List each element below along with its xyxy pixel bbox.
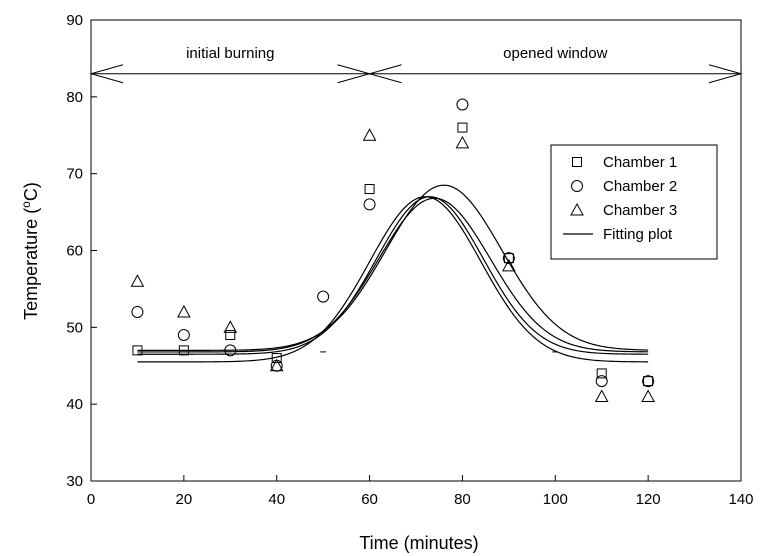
plot-frame	[90, 19, 742, 482]
y-axis-title: Temperature (oC)	[19, 182, 41, 320]
fit-curve	[137, 197, 649, 353]
point-circle	[177, 329, 190, 342]
y-tick-label: 60	[66, 243, 83, 260]
axes	[90, 19, 742, 482]
point-square	[132, 345, 143, 356]
legend: Chamber 1 Chamber 2 Chamber 3 Fitting plot	[550, 144, 718, 260]
legend-label: Fitting plot	[603, 226, 673, 243]
point-triangle	[594, 389, 609, 402]
x-tick-label: 40	[268, 491, 285, 508]
y-tick-label: 30	[66, 473, 83, 490]
annotations: initial burning opened window	[89, 45, 743, 84]
legend-label: Chamber 2	[603, 178, 677, 195]
point-triangle	[223, 320, 238, 333]
point-square	[596, 368, 607, 379]
arrow-head-left	[367, 64, 402, 84]
legend-swatch-triangle	[570, 202, 584, 216]
point-square	[271, 353, 282, 364]
annotation-label: opened window	[503, 45, 607, 62]
y-tick-label: 40	[66, 396, 83, 413]
point-triangle	[641, 389, 655, 402]
annotation-label: initial burning	[186, 45, 274, 62]
fit-curve	[137, 196, 649, 355]
x-tick-label: 20	[176, 491, 193, 508]
x-tick-label: 100	[543, 491, 568, 508]
y-tick-label: 70	[66, 166, 83, 183]
y-tick-label: 80	[66, 89, 83, 106]
arrow-head-left	[89, 64, 124, 84]
point-square	[225, 330, 236, 341]
point-square	[643, 376, 654, 387]
x-tick-label: 60	[361, 491, 378, 508]
y-tick-label: 90	[66, 12, 83, 29]
point-square	[457, 122, 468, 133]
point-square	[364, 184, 375, 195]
point-triangle	[269, 358, 284, 372]
point-circle	[642, 375, 655, 388]
annotation-arrow	[367, 64, 743, 84]
point-square	[503, 253, 514, 264]
legend-box	[550, 144, 718, 260]
x-tick-label: 140	[728, 491, 753, 508]
point-circle	[224, 344, 237, 357]
point-circle	[502, 252, 515, 265]
fitting-curves	[137, 184, 649, 363]
legend-label: Chamber 1	[603, 154, 677, 171]
arrow-head-right	[708, 64, 743, 84]
legend-swatch-square	[572, 157, 582, 167]
point-circle	[595, 375, 608, 388]
x-tick-label: 0	[87, 491, 95, 508]
point-triangle	[455, 135, 470, 149]
y-axis-title-superscript: o	[19, 201, 33, 208]
data-points	[130, 98, 655, 402]
fit-curve	[137, 184, 649, 351]
point-triangle	[177, 304, 191, 318]
point-triangle	[502, 258, 516, 272]
y-axis-title-unit: C)	[21, 182, 41, 201]
point-circle	[270, 359, 283, 372]
x-tick-label: 120	[636, 491, 661, 508]
point-circle	[317, 290, 330, 303]
legend-label: Chamber 3	[603, 202, 677, 219]
x-axis-title: Time (minutes)	[359, 533, 478, 553]
annotation-arrow	[89, 64, 372, 84]
point-circle	[131, 305, 144, 318]
point-circle	[456, 98, 469, 111]
point-triangle	[362, 128, 377, 141]
y-tick-label: 50	[66, 319, 83, 336]
y-axis-title-main: Temperature (	[21, 208, 41, 320]
legend-swatch-circle	[571, 180, 583, 192]
point-square	[178, 345, 189, 356]
fit-curve	[137, 196, 649, 363]
x-ticks: 0 20 40 60 80 100 120 140	[87, 475, 754, 508]
point-circle	[363, 198, 376, 211]
point-triangle	[130, 274, 145, 287]
x-tick-label: 80	[454, 491, 471, 508]
y-ticks: 30 40 50 60 70 80 90	[66, 12, 97, 490]
